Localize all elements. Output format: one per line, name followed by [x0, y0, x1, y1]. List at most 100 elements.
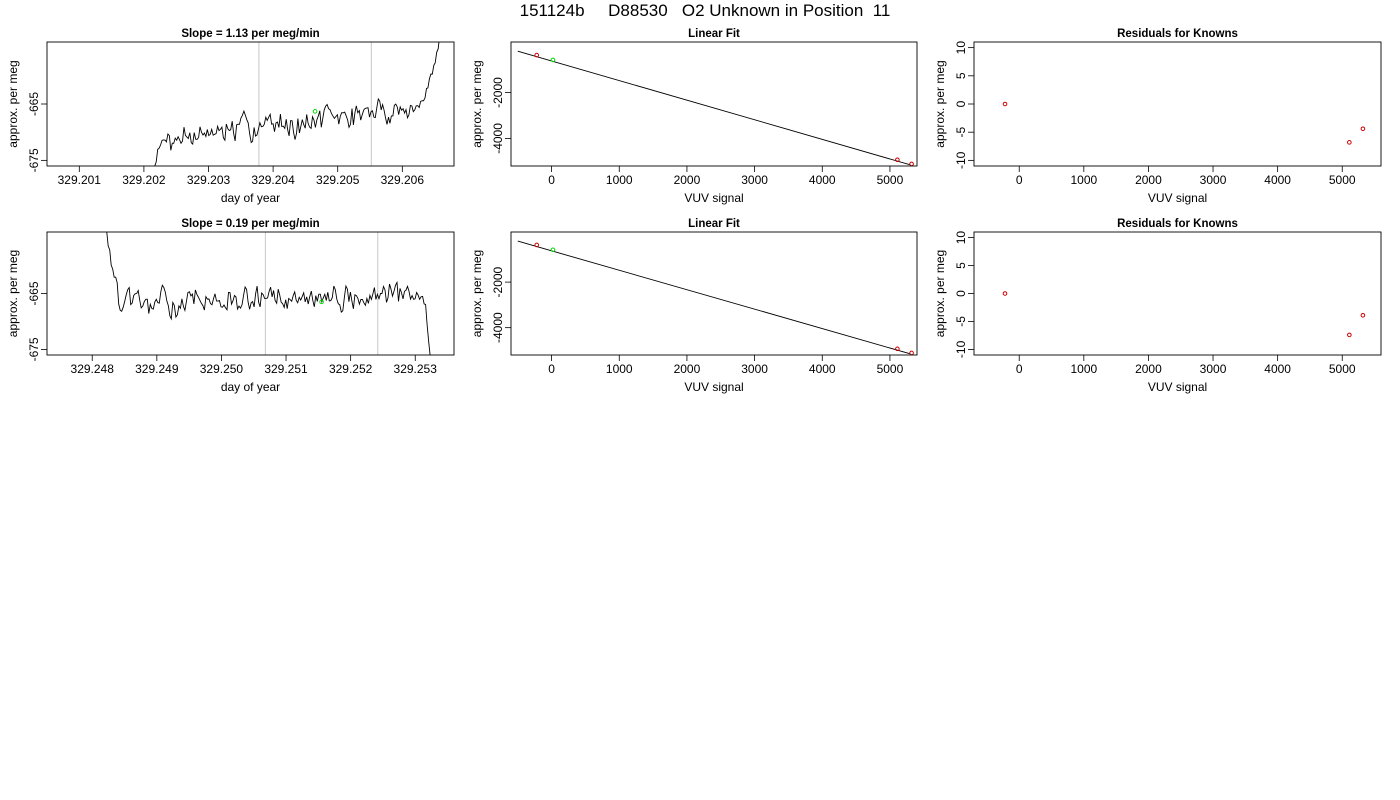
- y-axis-label: approx. per meg: [470, 250, 484, 337]
- y-tick-label: -5: [954, 127, 968, 138]
- fit-line: [517, 240, 911, 355]
- known-point: [534, 52, 540, 58]
- known-point: [1360, 313, 1366, 318]
- panel-p2: Linear Fit 0 1000 2000 3000 4000 5000 -4000 -200…: [470, 28, 918, 205]
- x-tick-label: 329.252: [329, 362, 373, 376]
- x-tick-label: 2000: [674, 173, 701, 187]
- unknown-point: [550, 57, 556, 63]
- signal-trace: [106, 232, 431, 355]
- plot-frame: [46, 41, 455, 167]
- known-point: [895, 346, 900, 352]
- plot-frame: [510, 41, 918, 167]
- x-tick-label: 5000: [1329, 173, 1356, 187]
- panel-title: Slope = 0.19 per meg/min: [181, 218, 319, 230]
- panel-p5: Linear Fit 0 1000 2000 3000 4000 5000 -4000 -200…: [470, 218, 918, 394]
- panel-title: Linear Fit: [688, 218, 740, 230]
- x-tick-label: 329.250: [200, 362, 244, 376]
- x-axis-label: day of year: [221, 191, 280, 205]
- x-tick-label: 1000: [1070, 362, 1097, 376]
- y-axis-label: approx. per meg: [470, 60, 484, 147]
- known-point: [1347, 140, 1352, 145]
- x-tick-label: 3000: [1200, 362, 1227, 376]
- figure-title: 151124b D88530 O2 Unknown in Position 11: [519, 1, 891, 20]
- unknown-point: [550, 247, 556, 253]
- y-tick-label: 0: [954, 290, 968, 297]
- panel-p4: Slope = 0.19 per meg/min 329.248 329.249 32…: [6, 218, 455, 394]
- x-tick-label: 2000: [1135, 173, 1162, 187]
- x-tick-label: 1000: [606, 362, 633, 376]
- y-axis-label: approx. per meg: [933, 60, 947, 147]
- known-point: [1360, 126, 1366, 132]
- known-point: [895, 157, 900, 163]
- y-tick-label: -675: [27, 148, 41, 172]
- plot-area: [1002, 101, 1366, 145]
- x-tick-label: 0: [1016, 173, 1023, 187]
- y-tick-label: -665: [27, 92, 41, 116]
- y-tick-label: -5: [954, 316, 968, 327]
- x-tick-label: 5000: [1329, 362, 1356, 376]
- x-tick-label: 4000: [1264, 173, 1291, 187]
- y-tick-label: 10: [954, 231, 968, 245]
- known-point: [1347, 332, 1352, 338]
- signal-trace: [154, 42, 440, 166]
- unknown-marker: [319, 299, 324, 305]
- y-tick-label: -4000: [491, 312, 505, 343]
- x-axis-label: VUV signal: [1148, 191, 1207, 205]
- x-tick-label: 0: [1016, 362, 1023, 376]
- x-axis-label: day of year: [221, 380, 280, 394]
- x-axis-label: VUV signal: [1148, 380, 1207, 394]
- x-tick-label: 2000: [674, 362, 701, 376]
- x-tick-label: 4000: [809, 362, 836, 376]
- panel-p6: Residuals for Knowns 0 1000 2000 3000 4000 500…: [933, 218, 1382, 394]
- x-tick-label: 329.206: [381, 173, 425, 187]
- y-tick-label: 5: [954, 72, 968, 79]
- plot-frame: [973, 231, 1382, 356]
- fit-line: [517, 50, 911, 166]
- y-tick-label: 0: [954, 100, 968, 107]
- panel-p1: Slope = 1.13 per meg/min 329.201 329.202 32…: [6, 28, 455, 205]
- plot-area: [1002, 291, 1366, 338]
- panel-title: Residuals for Knowns: [1117, 28, 1238, 40]
- plot-frame: [973, 41, 1382, 167]
- known-point: [909, 350, 914, 355]
- y-axis-label: approx. per meg: [6, 60, 20, 147]
- known-point: [909, 161, 914, 166]
- x-axis-label: VUV signal: [684, 380, 743, 394]
- y-axis-label: approx. per meg: [933, 250, 947, 337]
- known-point: [1002, 291, 1008, 296]
- x-tick-label: 0: [548, 362, 555, 376]
- y-tick-label: 5: [954, 262, 968, 269]
- x-tick-label: 329.201: [58, 173, 102, 187]
- known-point: [534, 242, 540, 248]
- x-tick-label: 1000: [1070, 173, 1097, 187]
- x-tick-label: 5000: [877, 173, 904, 187]
- x-tick-label: 2000: [1135, 362, 1162, 376]
- x-tick-label: 3000: [741, 362, 768, 376]
- y-tick-label: -10: [954, 340, 968, 358]
- x-tick-label: 1000: [606, 173, 633, 187]
- x-tick-label: 3000: [1200, 173, 1227, 187]
- y-axis-label: approx. per meg: [6, 250, 20, 337]
- panel-title: Linear Fit: [688, 28, 740, 40]
- panel-p3: Residuals for Knowns 0 1000 2000 3000 4000 500…: [933, 28, 1382, 205]
- x-tick-label: 329.203: [187, 173, 231, 187]
- y-tick-label: -10: [954, 151, 968, 169]
- plot-area: [517, 240, 914, 355]
- x-tick-label: 329.204: [251, 173, 295, 187]
- x-tick-label: 5000: [877, 362, 904, 376]
- x-tick-label: 4000: [1264, 362, 1291, 376]
- plot-area: [106, 232, 431, 355]
- plot-frame: [510, 231, 918, 356]
- x-tick-label: 329.205: [316, 173, 360, 187]
- x-tick-label: 329.202: [122, 173, 166, 187]
- x-axis-label: VUV signal: [684, 191, 743, 205]
- x-tick-label: 329.248: [71, 362, 115, 376]
- x-tick-label: 0: [548, 173, 555, 187]
- y-tick-label: 10: [954, 41, 968, 55]
- x-tick-label: 329.253: [394, 362, 438, 376]
- plot-area: [517, 50, 914, 166]
- y-tick-label: -2000: [491, 266, 505, 297]
- known-point: [1002, 101, 1008, 107]
- plot-area: [154, 42, 440, 166]
